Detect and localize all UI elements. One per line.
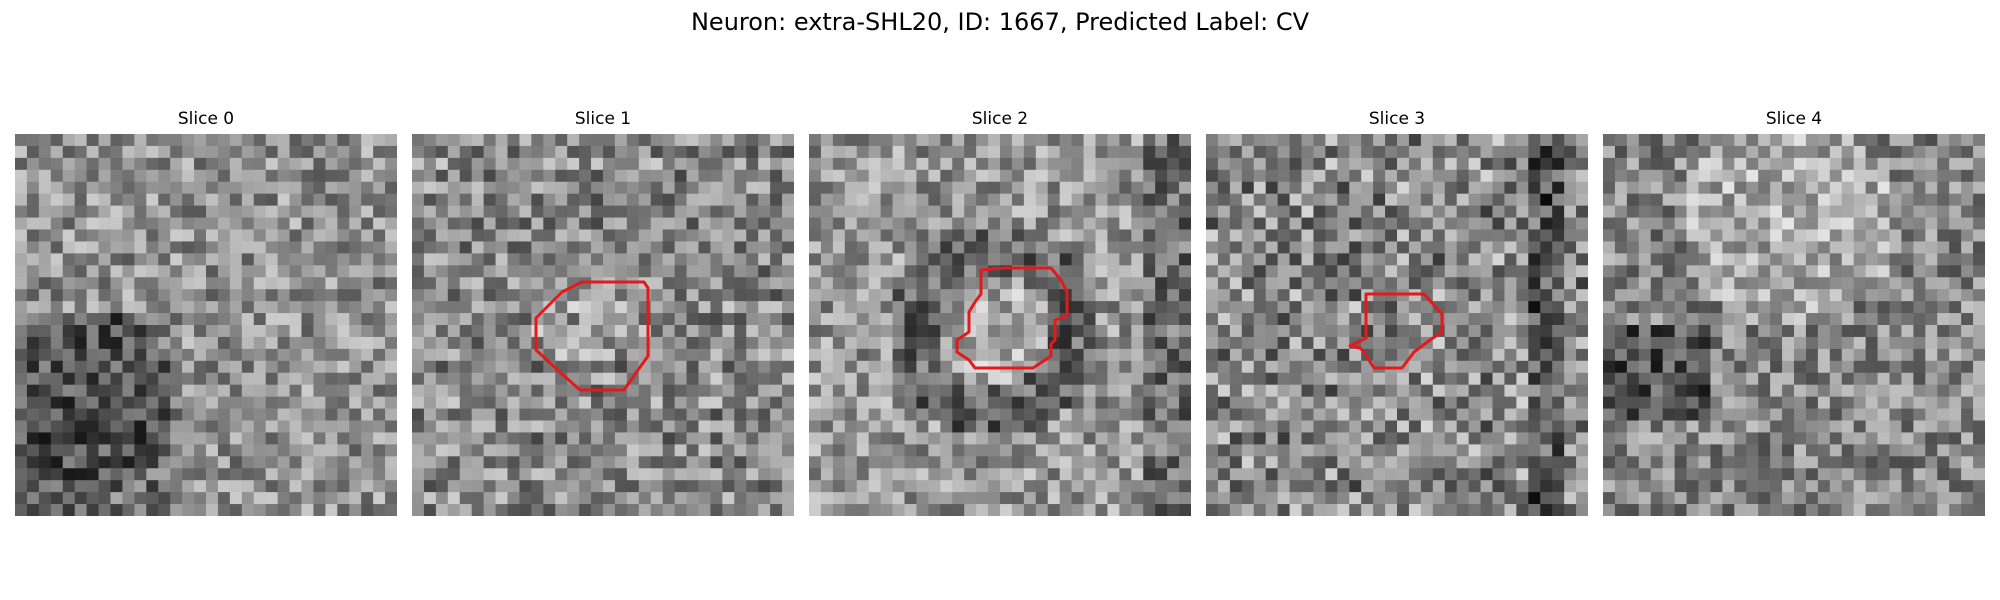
slice-image-2: [809, 134, 1191, 516]
segmentation-contour-3: [1348, 292, 1444, 370]
segmentation-contour-2: [955, 266, 1069, 370]
slice-title-4: Slice 4: [1765, 109, 1823, 129]
slice-image-1: [412, 134, 794, 516]
slice-panel-4: Slice 4: [1603, 108, 1985, 516]
slice-panel-1: Slice 1: [412, 108, 794, 516]
slice-image-0: [15, 134, 397, 516]
slice-panel-0: Slice 0: [15, 108, 397, 516]
slice-panel-2: Slice 2: [809, 108, 1191, 516]
pixel-grid-0: [15, 134, 397, 516]
figure-title: Neuron: extra-SHL20, ID: 1667, Predicted…: [690, 8, 1310, 36]
slice-title-1: Slice 1: [574, 109, 632, 129]
slice-panel-3: Slice 3: [1206, 108, 1588, 516]
pixel-grid-4: [1603, 134, 1985, 516]
pixel-grid-3: [1206, 134, 1588, 516]
slice-title-0: Slice 0: [177, 109, 235, 129]
pixel-grid-1: [412, 134, 794, 516]
slice-image-3: [1206, 134, 1588, 516]
slice-title-2: Slice 2: [971, 109, 1029, 129]
pixel-grid-2: [809, 134, 1191, 516]
slice-title-3: Slice 3: [1368, 109, 1426, 129]
slice-image-4: [1603, 134, 1985, 516]
segmentation-contour-1: [534, 280, 650, 392]
